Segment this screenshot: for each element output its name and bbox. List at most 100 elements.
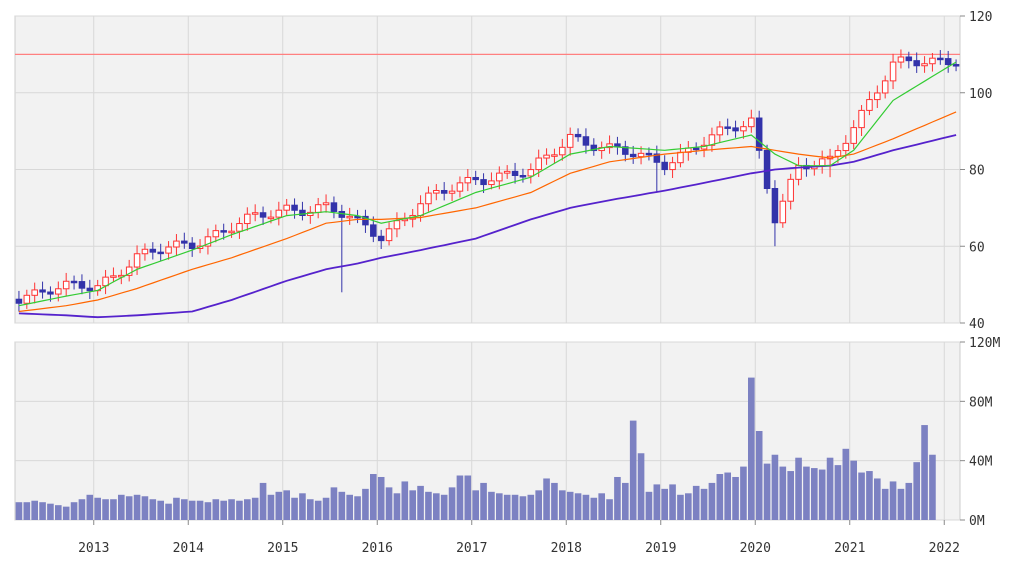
candle-up	[267, 216, 275, 220]
volume-gridlines	[15, 341, 960, 521]
volume-bar	[291, 497, 298, 520]
volume-y-tick-label: 40M	[969, 455, 993, 470]
candle-up	[921, 63, 928, 67]
volume-y-ticks: 120M 80M 40M 0M	[960, 336, 1000, 529]
candle-up	[433, 189, 440, 194]
candle-down	[149, 248, 157, 253]
x-tick-label: 2017	[456, 541, 487, 556]
candle-up	[31, 289, 38, 296]
volume-bar	[551, 482, 558, 520]
candle-up	[543, 154, 550, 159]
candle-down	[724, 126, 731, 129]
candle-up	[425, 192, 432, 205]
candle-down	[480, 179, 487, 186]
volume-bar	[811, 468, 818, 520]
candle-up	[496, 172, 503, 182]
volume-bar	[86, 494, 94, 520]
volume-bar	[685, 493, 692, 520]
candle-down	[590, 144, 598, 152]
candle-down	[47, 291, 54, 295]
volume-bar	[740, 466, 747, 520]
volume-bar	[440, 494, 448, 520]
volume-bar	[94, 497, 101, 520]
volume-bar	[897, 488, 905, 520]
candle-up	[606, 143, 613, 149]
volume-bar	[669, 484, 676, 520]
volume-bar	[645, 491, 653, 520]
volume-bar	[204, 502, 212, 520]
x-tick-label: 2016	[362, 541, 393, 556]
volume-y-tick-label: 80M	[969, 395, 993, 410]
x-axis-ticks: 2013 2014 2015 2016 2017 2018 2019 2020 2021 2022	[78, 520, 960, 556]
x-tick-label: 2015	[267, 541, 298, 556]
volume-bar	[23, 502, 31, 520]
volume-bar	[267, 494, 275, 520]
ma-short-line	[18, 61, 957, 307]
volume-bar	[622, 482, 629, 520]
candle-down	[157, 251, 164, 255]
volume-bar	[748, 377, 755, 520]
candle-up	[448, 190, 456, 194]
ma-mid-line	[18, 111, 957, 313]
volume-plot-area	[14, 341, 961, 521]
candle-up	[417, 203, 424, 216]
volume-bar	[188, 500, 196, 520]
candle-up	[251, 212, 259, 215]
volume-bar	[259, 482, 267, 520]
volume-bar	[732, 476, 739, 520]
candle-up	[866, 99, 873, 111]
candle-down	[952, 64, 960, 67]
price-panel: 120 100 80 60 40	[14, 10, 992, 332]
volume-bar	[330, 487, 338, 520]
candle-up	[535, 157, 542, 171]
candle-down	[299, 209, 306, 217]
candle-up	[897, 56, 905, 63]
volume-bar	[251, 497, 259, 520]
volume-bar	[370, 474, 377, 520]
candle-up	[842, 142, 850, 152]
candle-down	[519, 174, 527, 178]
volume-bar	[803, 466, 810, 520]
volume-bar	[401, 481, 409, 520]
volume-bar	[677, 494, 684, 520]
price-y-ticks: 120 100 80 60 40	[960, 10, 992, 332]
candle-up	[62, 280, 70, 290]
volume-bar	[661, 488, 668, 520]
volume-bar	[62, 506, 70, 520]
candlesticks	[15, 49, 960, 312]
candle-up	[787, 178, 794, 202]
volume-bar	[511, 494, 519, 520]
candle-down	[377, 235, 385, 242]
volume-bar	[913, 462, 920, 520]
volume-bar	[110, 499, 117, 520]
volume-bar	[527, 494, 535, 520]
volume-bar	[448, 487, 456, 520]
volume-bar	[299, 493, 306, 520]
candle-up	[456, 182, 464, 192]
volume-bar	[417, 485, 424, 520]
volume-bar	[236, 500, 243, 520]
candle-down	[905, 56, 913, 62]
price-y-tick-label: 100	[969, 87, 992, 102]
candle-up	[244, 213, 251, 225]
volume-bar	[692, 485, 700, 520]
volume-bar	[362, 488, 369, 520]
candle-down	[629, 153, 637, 158]
candle-down	[574, 133, 582, 138]
volume-bar	[535, 490, 542, 520]
candle-up	[881, 80, 889, 94]
candle-up	[141, 248, 149, 255]
volume-bar	[244, 499, 251, 520]
volume-bar	[889, 481, 897, 520]
volume-bar	[385, 487, 393, 520]
volume-bar	[338, 491, 346, 520]
volume-bar	[653, 484, 661, 520]
x-tick-label: 2014	[173, 541, 204, 556]
candle-up	[527, 169, 535, 177]
volume-bar	[559, 490, 566, 520]
candle-down	[362, 215, 369, 226]
volume-bar	[574, 493, 582, 520]
candle-down	[645, 152, 653, 156]
volume-bar	[496, 493, 503, 520]
